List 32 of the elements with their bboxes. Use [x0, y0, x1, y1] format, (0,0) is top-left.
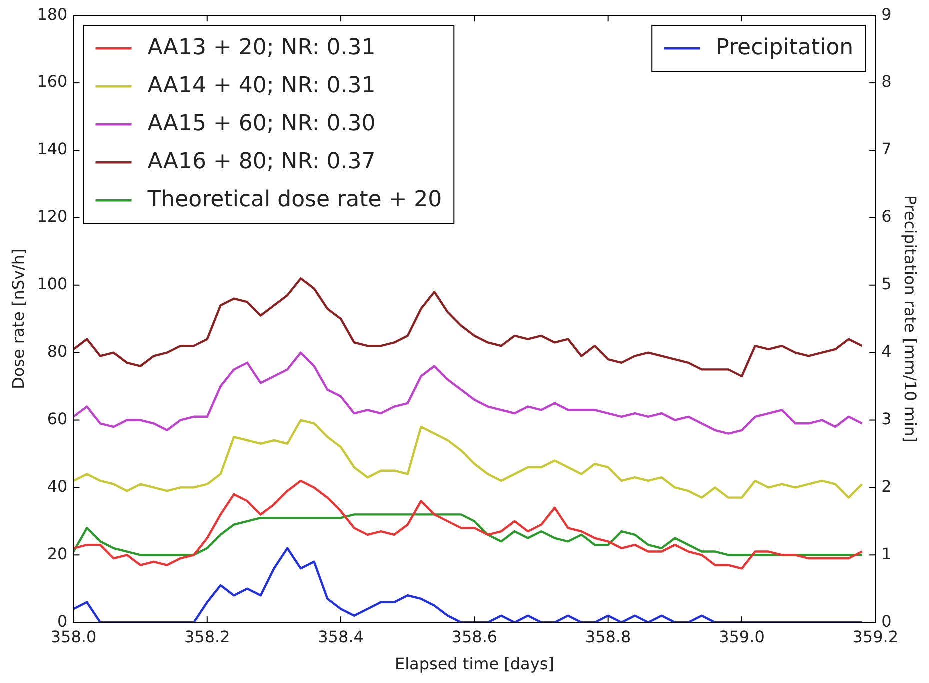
- y-tick-label: 120: [37, 207, 68, 226]
- legend-label: AA14 + 40; NR: 0.31: [148, 73, 376, 98]
- legend-label: Theoretical dose rate + 20: [146, 187, 442, 212]
- y2-tick-label: 5: [882, 274, 892, 294]
- y-tick-label: 40: [47, 476, 68, 496]
- x-axis-title: Elapsed time [days]: [394, 654, 554, 674]
- y-tick-label: 20: [47, 544, 68, 564]
- x-tick-label: 358.4: [318, 627, 364, 646]
- y-tick-label: 100: [37, 274, 68, 294]
- y2-tick-label: 7: [882, 140, 892, 159]
- y-tick-label: 160: [37, 72, 68, 92]
- legend-label: AA16 + 80; NR: 0.37: [148, 149, 376, 174]
- y-tick-label: 140: [37, 140, 68, 159]
- x-tick-label: 359.0: [719, 627, 765, 646]
- y2-tick-label: 8: [882, 72, 892, 92]
- y2-tick-label: 9: [882, 4, 892, 24]
- legend-label: AA15 + 60; NR: 0.30: [148, 111, 376, 136]
- y2-tick-label: 3: [882, 409, 892, 428]
- legend-label: Precipitation: [716, 35, 854, 60]
- y2-tick-label: 4: [882, 342, 892, 361]
- x-tick-label: 358.2: [184, 627, 230, 646]
- y2-tick-label: 1: [882, 544, 892, 564]
- x-tick-label: 358.6: [452, 627, 498, 646]
- legend-label: AA13 + 20; NR: 0.31: [148, 35, 376, 60]
- y-axis-title: Dose rate [nSv/h]: [8, 248, 28, 390]
- y-tick-label: 180: [37, 4, 68, 24]
- y2-tick-label: 6: [882, 207, 892, 226]
- y-tick-label: 80: [47, 342, 68, 361]
- x-tick-label: 358.8: [585, 627, 632, 646]
- y-tick-label: 60: [47, 409, 68, 428]
- y2-axis-title: Precipitation rate [mm/10 min]: [901, 195, 920, 443]
- y2-tick-label: 2: [882, 476, 892, 496]
